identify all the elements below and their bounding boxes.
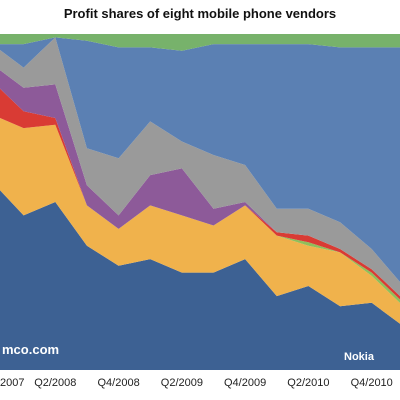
series-label-nokia: Nokia [344, 351, 375, 363]
area-series-8 [0, 34, 400, 51]
x-tick-label: Q4/2010 [351, 377, 393, 389]
area-series-1 [0, 190, 400, 370]
watermark-text: mco.com [2, 342, 59, 357]
x-tick-label: Q2/2008 [34, 377, 76, 389]
chart-title: Profit shares of eight mobile phone vend… [63, 6, 337, 21]
x-tick-label: Q4/2009 [224, 377, 266, 389]
area-series-2 [0, 118, 400, 324]
x-tick-label: Q4/2008 [97, 377, 139, 389]
x-tick-label: Q2/2010 [287, 377, 329, 389]
x-tick-label: 2007 [0, 377, 24, 389]
x-tick-label: Q2/2009 [161, 377, 203, 389]
area-series-6 [0, 37, 400, 297]
area-series-5 [0, 70, 400, 297]
area-series-7 [0, 37, 400, 283]
